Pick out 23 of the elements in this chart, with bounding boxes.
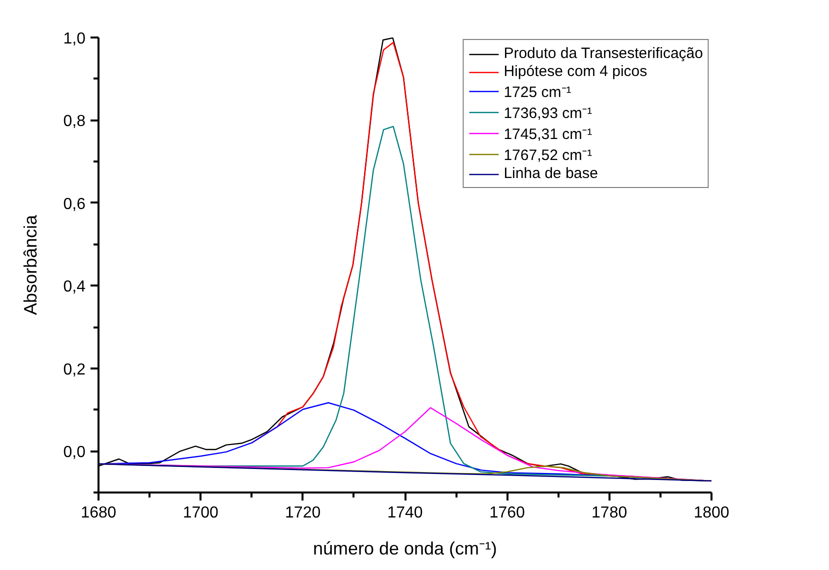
x-tick-label: 1700 [182, 504, 219, 522]
legend-label: 1736,93 cm⁻¹ [504, 104, 592, 122]
legend-label: 1767,52 cm⁻¹ [504, 146, 592, 164]
y-tick-label: 0,8 [63, 113, 86, 130]
y-tick-label: 0,0 [63, 444, 86, 462]
legend-label: Hipótese com 4 picos [504, 63, 648, 80]
x-tick-label: 1720 [285, 504, 321, 522]
legend-label: 1725 cm⁻¹ [504, 83, 572, 101]
x-tick-label: 1680 [80, 504, 116, 522]
legend-label: 1745,31 cm⁻¹ [504, 125, 592, 143]
x-tick-label: 1780 [592, 504, 628, 522]
x-tick-label: 1740 [387, 504, 423, 522]
x-tick-label: 1760 [489, 504, 526, 522]
y-tick-label: 0,2 [63, 361, 86, 378]
x-tick-label: 1800 [694, 504, 730, 522]
legend-label: Produto da Transesterificação [504, 45, 703, 62]
y-tick-label: 1,0 [63, 30, 86, 48]
y-axis-title: Absorbância [20, 214, 40, 316]
y-tick-label: 0,6 [63, 196, 86, 213]
x-axis-title: número de onda (cm⁻¹) [312, 538, 498, 558]
line-series [98, 463, 712, 482]
y-tick-label: 0,4 [63, 278, 86, 296]
legend-label: Linha de base [504, 165, 598, 182]
